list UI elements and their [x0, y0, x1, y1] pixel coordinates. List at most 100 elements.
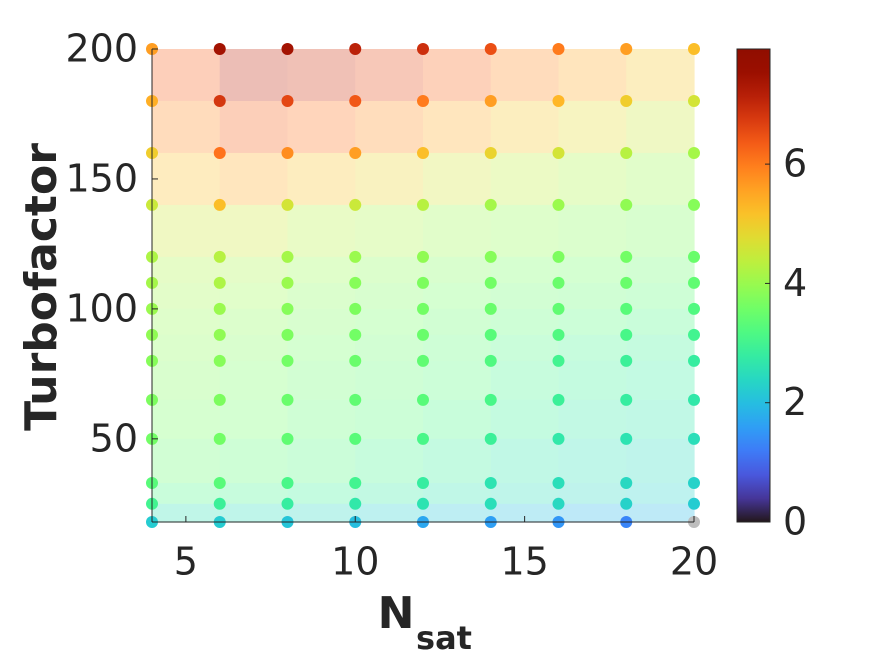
data-point [417, 497, 429, 510]
data-point [349, 477, 362, 490]
data-point [281, 328, 294, 341]
contour-fill [558, 152, 627, 206]
contour-fill [287, 360, 356, 401]
contour-fill [626, 483, 695, 505]
data-point [688, 302, 700, 315]
data-point [484, 393, 497, 406]
data-point [213, 497, 226, 510]
x-tick-label: 10 [331, 540, 379, 584]
data-point [620, 276, 633, 289]
data-point [349, 198, 362, 211]
data-point [281, 198, 294, 211]
contour-fill [423, 100, 492, 154]
contour-fill [423, 503, 492, 523]
data-point [552, 302, 565, 315]
data-point [281, 393, 294, 406]
contour-fill [219, 360, 289, 401]
data-point [281, 497, 294, 510]
data-point [620, 354, 633, 367]
contour-fill [423, 360, 492, 401]
data-point [349, 328, 362, 341]
contour-fill [152, 334, 221, 362]
contour-fill [287, 438, 356, 484]
data-point [484, 328, 497, 341]
data-point [349, 43, 362, 55]
data-point [417, 146, 429, 159]
x-tick-label: 20 [670, 540, 718, 584]
data-point [417, 250, 429, 263]
contour-fill [355, 483, 424, 505]
contour-fill [219, 256, 289, 284]
contour-fill [626, 360, 695, 401]
contour-fill [423, 438, 492, 484]
contour-fill [219, 282, 289, 310]
data-point [484, 477, 497, 490]
x-tick-label: 5 [174, 540, 198, 584]
data-point [417, 43, 429, 55]
contour-fill [152, 282, 221, 310]
contour-fill [626, 204, 695, 258]
contour-fill [558, 483, 627, 505]
contour-fill [152, 152, 221, 206]
y-tick-label: 50 [90, 416, 138, 460]
data-point [620, 393, 633, 406]
contour-fill [626, 282, 695, 310]
contour-fill [626, 503, 695, 523]
data-point [417, 328, 429, 341]
data-point [688, 328, 700, 341]
contour-fill [287, 100, 356, 154]
data-point [552, 432, 565, 445]
data-point [281, 477, 294, 490]
contour-fill [490, 360, 560, 401]
contour-fill [490, 334, 560, 362]
data-point [620, 198, 633, 211]
data-point [281, 302, 294, 315]
contour-fill [152, 49, 221, 102]
contour-fill [287, 282, 356, 310]
contour-fill [219, 308, 289, 336]
contour-fill [626, 399, 695, 440]
data-point [552, 146, 565, 159]
contour-fill [287, 204, 356, 258]
y-axis-label: Turbofactor [16, 143, 67, 431]
contour-fill [490, 399, 560, 440]
data-point [213, 198, 226, 211]
data-point [484, 146, 497, 159]
data-point [281, 354, 294, 367]
contour-fill [355, 100, 424, 154]
data-point [620, 146, 633, 159]
contour-fill [355, 282, 424, 310]
contour-fill [423, 334, 492, 362]
contour-fill [423, 483, 492, 505]
contour-fill [423, 49, 492, 102]
data-point [688, 432, 700, 445]
contour-fill [287, 256, 356, 284]
data-point [417, 354, 429, 367]
contour-fill [423, 399, 492, 440]
contour-fill [355, 438, 424, 484]
contour-fill [152, 256, 221, 284]
data-point [688, 477, 700, 490]
data-point [349, 497, 362, 510]
x-axis-label: N [378, 588, 415, 639]
data-point [620, 94, 633, 107]
contour-fill [219, 152, 289, 206]
contour-fill [558, 49, 627, 102]
data-point [213, 146, 226, 159]
contour-fill [626, 308, 695, 336]
contour-fill [219, 100, 289, 154]
data-point [281, 432, 294, 445]
contour-fill [152, 399, 221, 440]
contour-fill [423, 256, 492, 284]
contour-fill [355, 334, 424, 362]
data-point [688, 354, 700, 367]
contour-fill [558, 438, 627, 484]
data-point [688, 94, 700, 107]
contour-fill [626, 256, 695, 284]
data-point [688, 146, 700, 159]
contour-fill [490, 100, 560, 154]
contour-fill [152, 308, 221, 336]
data-point [281, 276, 294, 289]
data-point [552, 276, 565, 289]
